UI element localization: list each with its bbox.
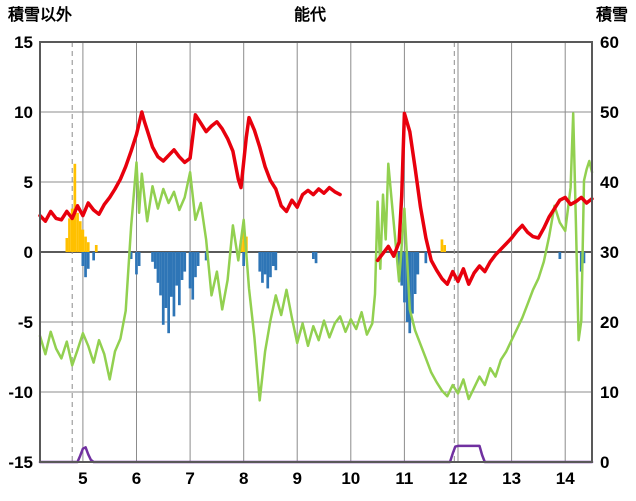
precip-negative-bars <box>400 252 404 286</box>
precip-negative-bars <box>167 252 170 334</box>
precip-negative-bars <box>81 252 85 266</box>
precip-positive-bars <box>84 236 87 252</box>
precip-negative-bars <box>170 252 173 297</box>
precip-positive-bars <box>440 239 444 252</box>
precip-negative-bars <box>129 252 133 259</box>
precip-negative-bars <box>164 252 168 308</box>
precip-negative-bars <box>274 252 278 271</box>
precip-negative-bars <box>196 252 200 266</box>
x-tick-label: 11 <box>395 469 413 488</box>
left-tick-label: -5 <box>18 313 33 332</box>
x-tick-label: 7 <box>185 469 194 488</box>
precip-negative-bars <box>156 252 160 283</box>
x-tick-label: 6 <box>132 469 141 488</box>
right-tick-label: 10 <box>600 383 619 402</box>
precip-negative-bars <box>397 252 401 269</box>
x-tick-label: 12 <box>449 469 468 488</box>
chart-title: 能代 <box>294 5 326 24</box>
precip-positive-bars <box>65 238 69 252</box>
precip-positive-bars <box>81 229 85 252</box>
right-axis-title: 積雪 <box>595 5 628 24</box>
precip-negative-bars <box>242 252 245 266</box>
precip-negative-bars <box>261 252 264 283</box>
precip-negative-bars <box>188 252 192 289</box>
precip-negative-bars <box>151 252 154 262</box>
precip-negative-bars <box>172 252 176 317</box>
precip-negative-bars <box>84 252 87 278</box>
precip-negative-bars <box>411 252 414 314</box>
right-tick-label: 30 <box>600 243 619 262</box>
precip-negative-bars <box>92 252 95 261</box>
right-tick-label: 20 <box>600 313 619 332</box>
precip-negative-bars <box>405 252 409 322</box>
x-tick-label: 10 <box>341 469 360 488</box>
precip-negative-bars <box>263 252 267 275</box>
temperature-line <box>375 111 594 286</box>
precip-negative-bars <box>413 252 417 294</box>
green-line <box>38 112 594 402</box>
left-tick-label: 5 <box>24 173 33 192</box>
left-tick-label: -10 <box>8 383 33 402</box>
x-tick-label: 5 <box>78 469 87 488</box>
right-tick-label: 0 <box>600 453 609 472</box>
x-tick-label: 13 <box>502 469 521 488</box>
precip-negative-bars <box>558 252 562 259</box>
precip-positive-bars <box>86 242 90 252</box>
x-tick-label: 14 <box>556 469 575 488</box>
precip-positive-bars <box>78 221 82 252</box>
precip-positive-bars <box>94 245 98 252</box>
chart-plot-area: -15 -10 -5 0 5 10 15 0 10 20 30 40 50 60 5 6 7 8 9 10 11 12 13… <box>8 33 619 488</box>
precip-negative-bars <box>312 252 315 259</box>
precip-negative-bars <box>183 252 187 272</box>
x-tick-label: 9 <box>292 469 301 488</box>
precip-positive-bars <box>76 212 79 252</box>
precip-negative-bars <box>582 252 586 264</box>
precip-negative-bars <box>314 252 318 264</box>
precip-negative-bars <box>258 252 262 272</box>
precip-negative-bars <box>416 252 420 275</box>
precip-negative-bars <box>204 252 208 261</box>
precip-positive-bars <box>70 208 74 252</box>
precip-negative-bars <box>269 252 272 278</box>
left-tick-label: 15 <box>14 33 33 52</box>
precip-negative-bars <box>175 252 178 286</box>
precip-positive-bars <box>242 222 245 252</box>
precip-negative-bars <box>161 252 165 325</box>
snow-depth-line <box>38 444 594 464</box>
right-tick-label: 60 <box>600 33 619 52</box>
precip-negative-bars <box>178 252 181 306</box>
right-tick-label: 50 <box>600 103 619 122</box>
precip-negative-bars <box>135 252 138 275</box>
left-tick-label: -15 <box>8 453 33 472</box>
precip-negative-bars <box>403 252 406 303</box>
precip-negative-bars <box>153 252 157 269</box>
precip-negative-bars <box>194 252 197 278</box>
temperature-line <box>38 110 342 223</box>
left-axis-title: 積雪以外 <box>7 5 72 24</box>
precip-negative-bars <box>266 252 270 289</box>
precip-positive-bars <box>443 245 446 252</box>
precip-negative-bars <box>191 252 195 300</box>
precip-negative-bars <box>271 252 275 266</box>
precip-negative-bars <box>424 252 428 264</box>
precip-negative-bars <box>137 252 141 266</box>
precip-negative-bars <box>180 252 184 280</box>
precip-negative-bars <box>159 252 162 296</box>
precip-negative-bars <box>86 252 90 269</box>
left-tick-label: 0 <box>24 243 33 262</box>
precip-positive-bars <box>68 218 71 252</box>
left-tick-label: 10 <box>14 103 33 122</box>
right-tick-label: 40 <box>600 173 619 192</box>
x-tick-label: 8 <box>239 469 248 488</box>
